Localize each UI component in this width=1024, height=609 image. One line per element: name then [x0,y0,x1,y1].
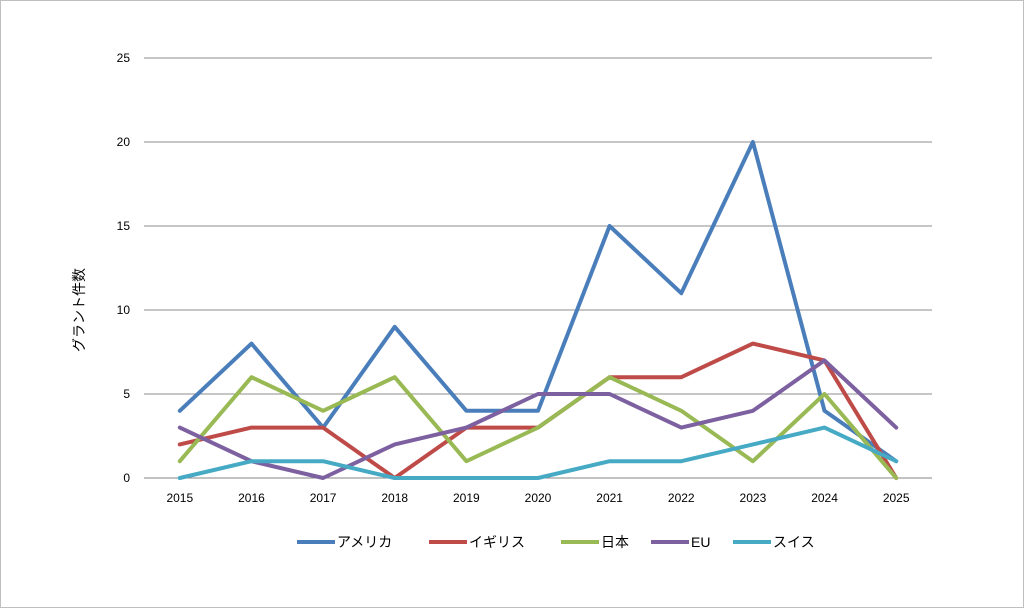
legend-label: EU [691,534,710,550]
y-tick-label: 20 [117,135,131,149]
y-axis-ticks: 0 5 10 15 20 25 [117,51,131,485]
legend: アメリカ イギリス 日本 EU スイス [297,534,815,550]
x-tick-label: 2019 [453,491,480,505]
x-tick-label: 2015 [166,491,193,505]
x-tick-label: 2021 [596,491,623,505]
x-tick-label: 2024 [811,491,838,505]
legend-item-2: 日本 [561,534,629,550]
legend-label: スイス [773,534,815,550]
series-lines [177,140,899,480]
series-line-4 [177,425,899,480]
x-tick-label: 2017 [310,491,337,505]
y-tick-label: 0 [123,471,130,485]
legend-label: アメリカ [337,534,392,550]
y-tick-label: 10 [117,303,131,317]
x-tick-label: 2022 [668,491,695,505]
y-tick-label: 25 [117,51,131,65]
x-tick-label: 2023 [740,491,767,505]
legend-label: 日本 [601,534,629,550]
gridlines [144,57,932,479]
x-tick-label: 2025 [883,491,910,505]
y-tick-label: 5 [123,387,130,401]
x-tick-label: 2016 [238,491,265,505]
legend-item-4: スイス [733,534,815,550]
y-tick-label: 15 [117,219,131,233]
series-line-3 [177,358,899,480]
x-tick-label: 2018 [381,491,408,505]
y-axis-label: グラント件数 [71,268,87,352]
series-line-0 [177,140,899,464]
x-axis-ticks: 2015 2016 2017 2018 2019 2020 2021 2022 2023 2024… [166,491,909,505]
legend-item-0: アメリカ [297,534,392,550]
legend-item-3: EU [651,534,710,550]
x-tick-label: 2020 [525,491,552,505]
legend-item-1: イギリス [429,534,525,550]
legend-label: イギリス [469,534,525,550]
